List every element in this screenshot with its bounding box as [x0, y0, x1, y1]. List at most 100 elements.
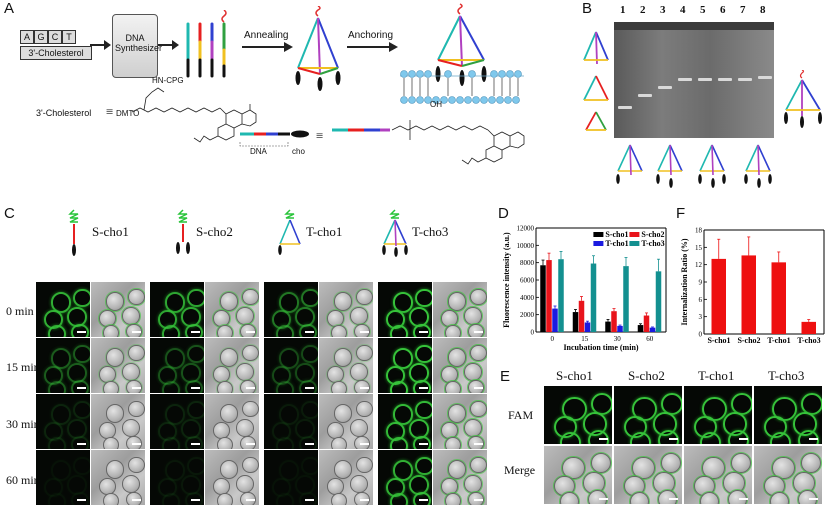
cell	[236, 307, 254, 325]
cell	[299, 491, 317, 505]
conjugate-equals: ≡	[316, 128, 324, 143]
y-axis-label: Fluorescence intensity (a.u.)	[502, 232, 511, 328]
cell	[392, 404, 414, 425]
col-label-t-cho1: T-cho1	[306, 224, 343, 239]
cell	[185, 435, 203, 449]
cell	[390, 437, 408, 449]
cell	[350, 419, 368, 437]
cell	[301, 400, 318, 420]
base-c: C	[48, 30, 62, 44]
cell	[278, 348, 300, 369]
fluorescence-image	[264, 338, 318, 393]
brightfield-image	[91, 338, 145, 393]
e-row-merge: Merge	[504, 463, 536, 477]
brightfield-image	[433, 282, 487, 337]
scale-bar	[305, 499, 314, 501]
legend-swatch	[593, 241, 604, 246]
cell	[392, 292, 414, 313]
cell	[390, 381, 408, 393]
cell	[413, 435, 431, 449]
y-tick-label: 0	[699, 331, 703, 339]
fluorescence-image	[150, 282, 204, 337]
cell	[122, 307, 140, 325]
y-axis-label: Internalization Ratio (%)	[680, 238, 689, 325]
lane-1: 1	[620, 4, 626, 16]
scale-bar	[246, 387, 255, 389]
tetrahedron-cholesterol	[295, 6, 341, 91]
scale-bar	[599, 498, 608, 500]
cell	[591, 453, 612, 474]
fam-image	[684, 386, 752, 444]
scale-bar	[246, 331, 255, 333]
base-g: G	[34, 30, 48, 44]
cell	[242, 400, 259, 418]
formula-equals: ≡	[106, 104, 114, 119]
scale-bar	[360, 331, 369, 333]
cell	[470, 288, 487, 306]
brightfield-image	[433, 338, 487, 393]
scale-bar	[77, 443, 86, 445]
bar	[590, 263, 597, 332]
y-tick-label: 12000	[517, 225, 535, 233]
x-tick-label: S-cho2	[737, 336, 760, 345]
cell	[390, 325, 408, 337]
brightfield-image	[433, 394, 487, 449]
legend-label: T-cho1	[605, 239, 628, 248]
cell	[71, 379, 89, 393]
cell	[48, 381, 66, 393]
cell	[122, 363, 140, 381]
cell	[103, 381, 119, 393]
membrane-anchored-tetrahedron	[400, 3, 524, 104]
scale-bar	[132, 443, 141, 445]
brightfield-image	[205, 338, 259, 393]
y-tick-label: 10000	[517, 242, 535, 250]
scale-bar	[809, 498, 818, 500]
bar	[546, 260, 552, 332]
y-tick-label: 15	[695, 244, 703, 252]
cell	[162, 325, 180, 337]
cell	[236, 363, 254, 381]
cell	[354, 379, 370, 393]
cell	[278, 292, 300, 313]
cell	[164, 404, 186, 425]
cell	[559, 431, 581, 444]
scale-bar	[132, 331, 141, 333]
cell	[445, 381, 461, 393]
gel-bottom-structures	[616, 144, 772, 188]
bar	[540, 265, 546, 332]
scale-bar	[474, 499, 483, 501]
cell	[236, 419, 254, 437]
brightfield-image	[91, 394, 145, 449]
brightfield-image	[433, 450, 487, 505]
panel-c-image-grid	[36, 282, 490, 507]
cell	[219, 460, 239, 479]
cell	[185, 323, 203, 337]
gel-right-structure	[784, 70, 822, 128]
cell	[128, 288, 145, 306]
cell	[356, 288, 373, 306]
cell	[242, 288, 259, 306]
fam-image	[544, 386, 612, 444]
cell	[276, 381, 294, 393]
arrow-to-synth	[90, 40, 111, 50]
brightfield-image	[205, 450, 259, 505]
cell	[661, 453, 682, 474]
cell	[240, 435, 256, 449]
cell	[50, 404, 72, 425]
e-row-fam: FAM	[508, 408, 534, 422]
cell	[187, 344, 204, 364]
scale-bar	[419, 387, 428, 389]
cell	[276, 493, 294, 505]
cell	[468, 435, 484, 449]
cell	[331, 493, 347, 505]
cell	[217, 437, 233, 449]
row-label-30min: 30 min	[6, 417, 40, 431]
lane-numbers: 1 2 3 4 5 6 7 8	[614, 4, 774, 18]
cell	[301, 288, 318, 308]
oh-label: OH	[430, 100, 442, 109]
cell	[658, 429, 680, 444]
fluorescence-image	[36, 338, 90, 393]
anchoring-arrow	[347, 42, 398, 52]
y-tick-label: 3	[699, 313, 703, 321]
cell	[105, 404, 125, 423]
